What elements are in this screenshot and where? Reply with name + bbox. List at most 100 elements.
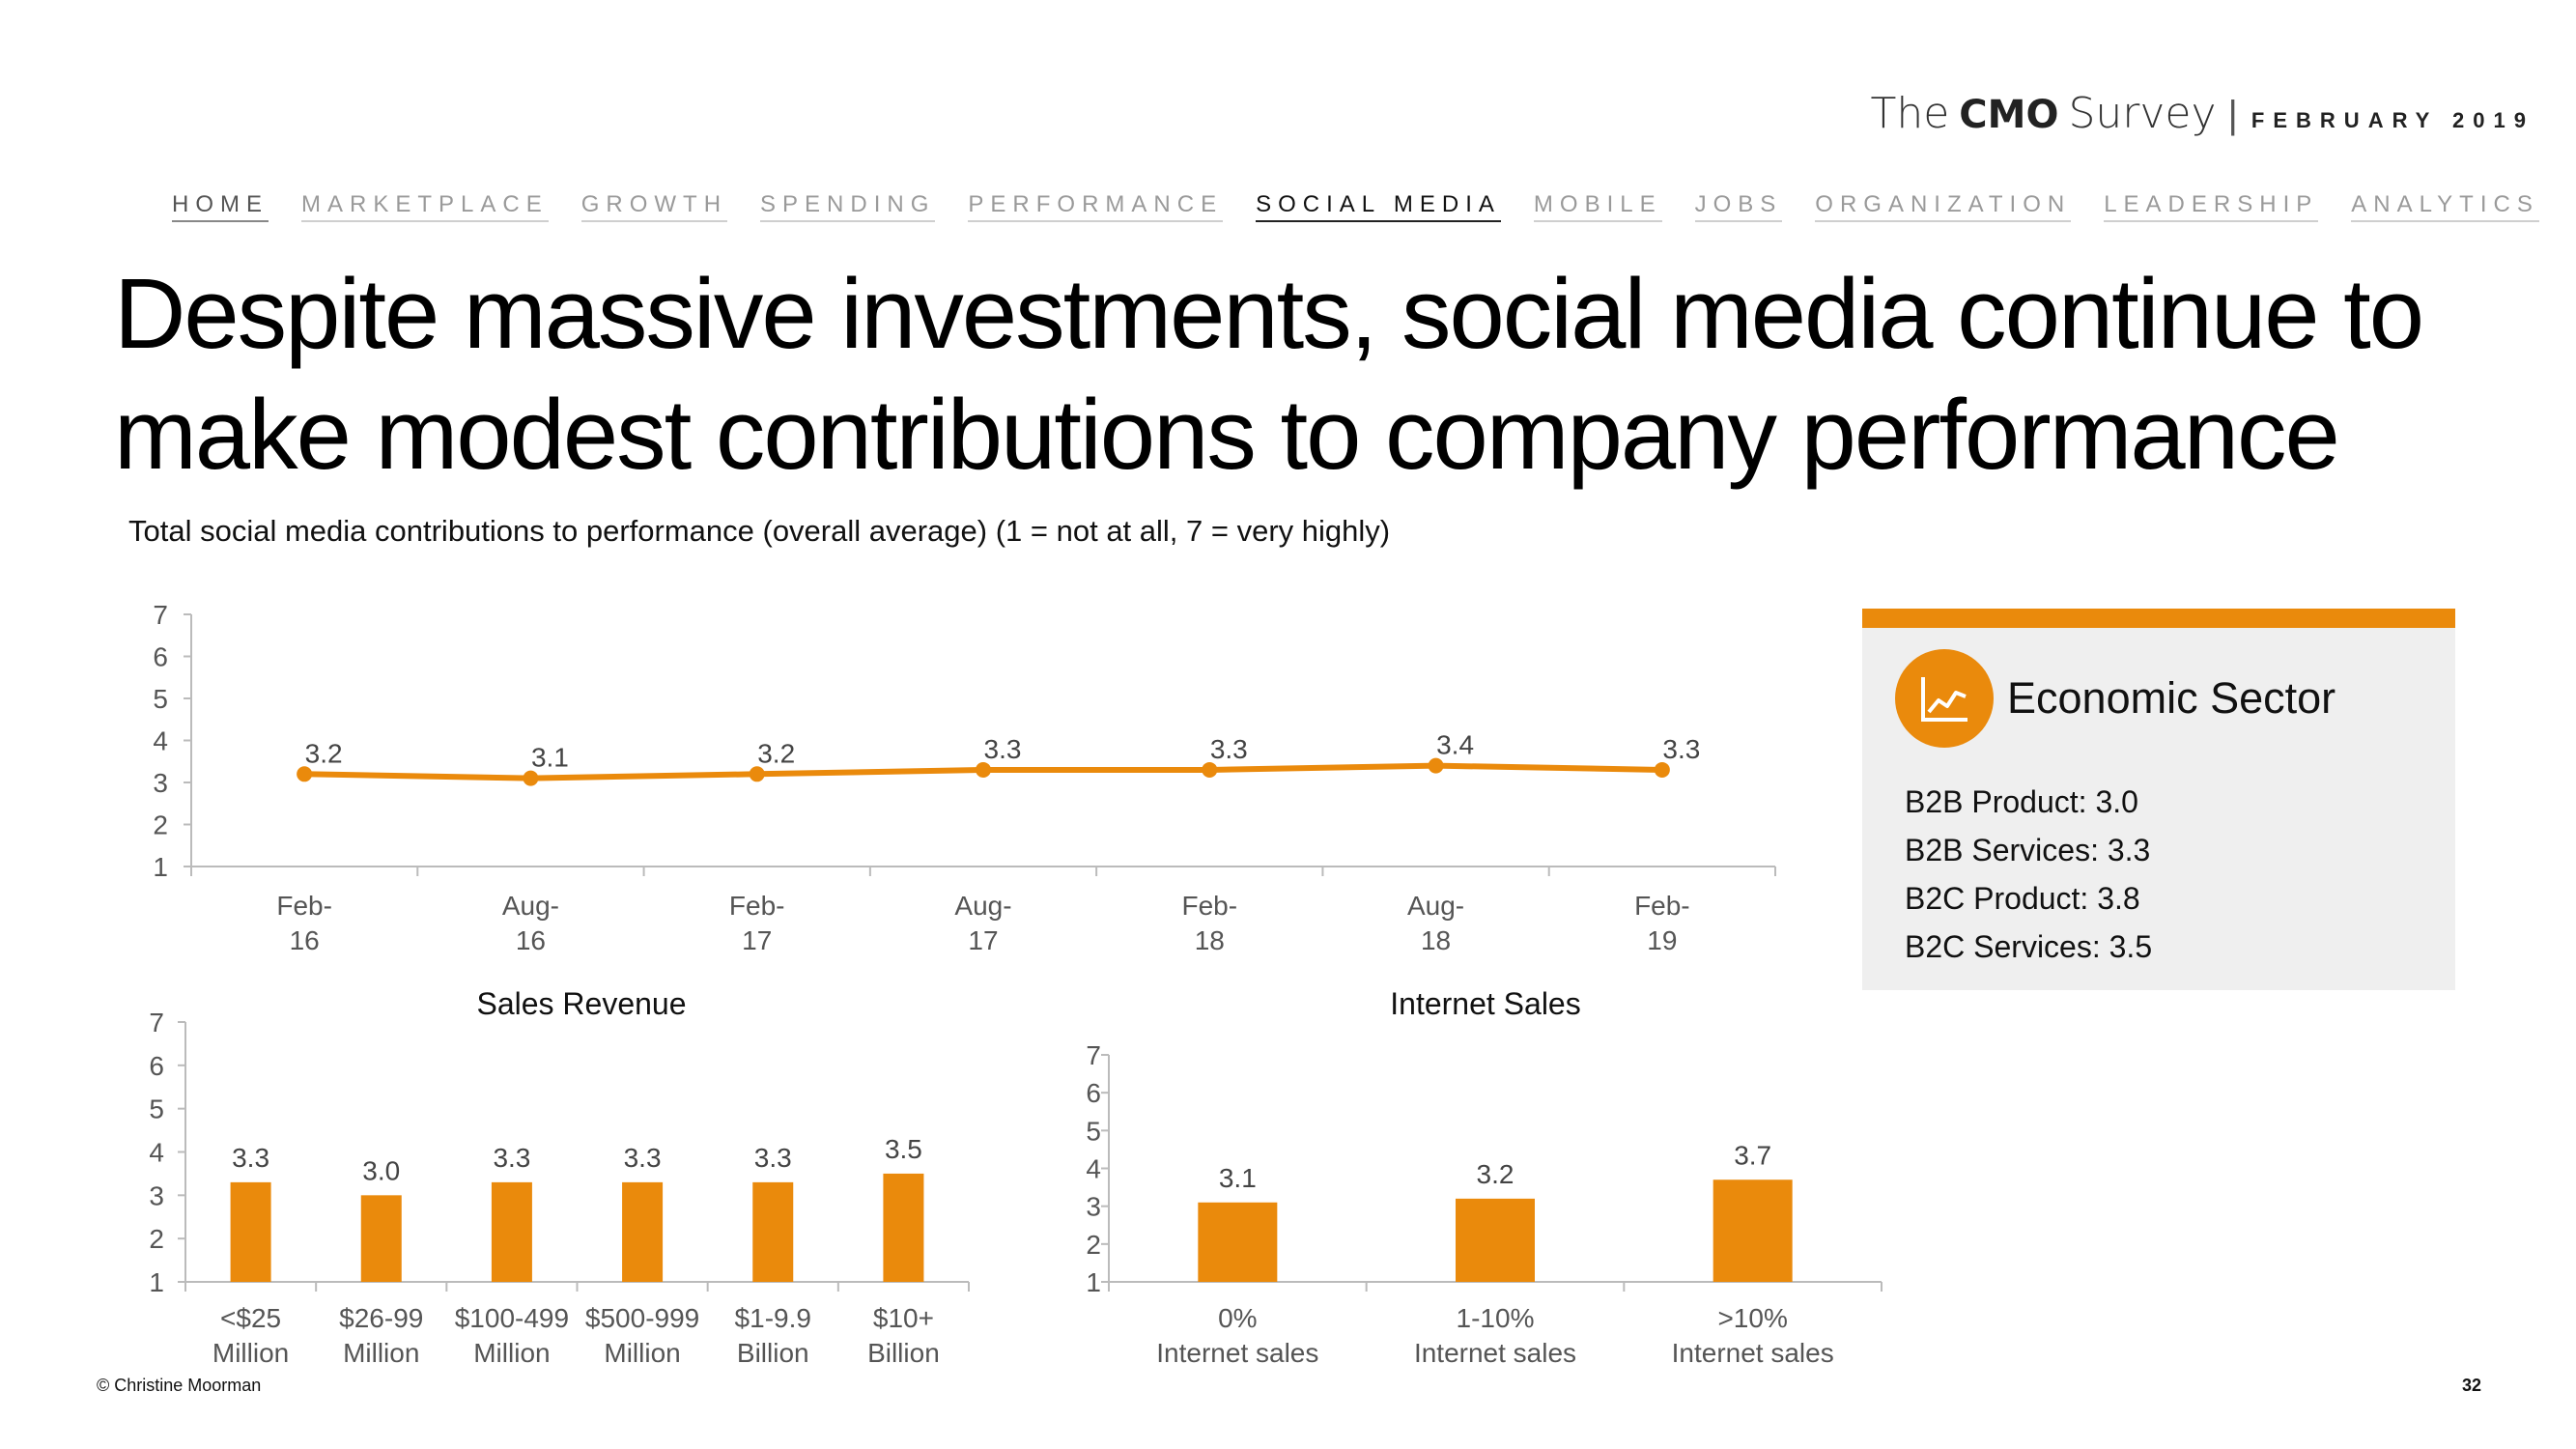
sector-header: Economic Sector xyxy=(1895,649,2335,748)
x-tick-label: Feb-16 xyxy=(276,891,332,955)
y-tick-label: 2 xyxy=(1086,1230,1101,1260)
bar-chart-sales-revenue: 1 2 3 4 5 6 7 <$25 Million $26-99 Million $100-499 M… xyxy=(149,986,970,1368)
y-tick-label: 4 xyxy=(149,1138,164,1168)
bar xyxy=(752,1181,794,1282)
y-tick-label: 3 xyxy=(153,768,168,798)
copyright: © Christine Moorman xyxy=(97,1376,262,1395)
y-tick-label: 5 xyxy=(1086,1116,1101,1146)
y-tick-label: 4 xyxy=(153,726,168,756)
sector-item: B2C Services: 3.5 xyxy=(1905,929,2153,964)
data-label: 3.2 xyxy=(1477,1159,1514,1189)
data-point xyxy=(297,766,313,782)
data-point xyxy=(1428,757,1444,774)
nav-spending[interactable]: SPENDING xyxy=(760,191,936,222)
brand-separator: | xyxy=(2227,94,2238,136)
brand-header: The CMO Survey | FEBRUARY 2019 xyxy=(1870,89,2534,138)
chart-title: Internet Sales xyxy=(1390,986,1580,1021)
x-tick-label: Feb-18 xyxy=(1181,891,1237,955)
data-label: 3.4 xyxy=(1436,730,1474,760)
data-label: 3.3 xyxy=(754,1143,792,1173)
data-point xyxy=(523,770,539,786)
nav-home[interactable]: HOME xyxy=(172,191,269,222)
line-chart-icon xyxy=(1895,649,1994,748)
nav-mobile[interactable]: MOBILE xyxy=(1533,191,1662,222)
data-label: 3.2 xyxy=(305,738,343,768)
nav-leadership[interactable]: LEADERSHIP xyxy=(2104,191,2319,222)
y-tick-label: 7 xyxy=(149,1008,164,1037)
page-number: 32 xyxy=(2461,1376,2481,1395)
x-tick-label: Feb-19 xyxy=(1634,891,1690,955)
y-tick-label: 6 xyxy=(153,642,168,672)
bar xyxy=(1713,1179,1793,1282)
bar xyxy=(360,1195,402,1282)
nav-growth[interactable]: GROWTH xyxy=(580,191,728,222)
page-title: Despite massive investments, social medi… xyxy=(114,258,2424,490)
data-label: 3.3 xyxy=(984,734,1022,764)
x-tick-label: $26-99 Million xyxy=(339,1303,423,1368)
nav-performance[interactable]: PERFORMANCE xyxy=(968,191,1224,222)
data-label: 3.0 xyxy=(362,1155,400,1185)
data-label: 3.3 xyxy=(493,1143,530,1173)
y-tick-label: 4 xyxy=(1086,1154,1101,1184)
x-tick-label: <$25 Million xyxy=(212,1303,289,1368)
y-tick-label: 7 xyxy=(153,600,168,630)
nav-marketplace[interactable]: MARKETPLACE xyxy=(301,191,549,222)
x-tick-label: 0% Internet sales xyxy=(1156,1303,1318,1368)
x-tick-label: $500-999 Million xyxy=(585,1303,699,1368)
nav-analytics[interactable]: ANALYTICS xyxy=(2351,191,2539,222)
sector-accent-bar xyxy=(1862,609,2455,628)
y-tick-label: 1 xyxy=(1086,1267,1101,1297)
sector-item: B2B Product: 3.0 xyxy=(1905,784,2138,819)
data-label: 3.3 xyxy=(1210,734,1248,764)
brand-survey: Survey xyxy=(2068,89,2217,138)
brand-cmo: CMO xyxy=(1959,93,2059,137)
bar-chart-internet-sales: 1 2 3 4 5 6 7 0% Internet sales 1-10% Internet sal… xyxy=(1086,986,1882,1368)
brand-date: FEBRUARY 2019 xyxy=(2250,108,2534,132)
y-tick-label: 6 xyxy=(149,1051,164,1081)
y-tick-label: 2 xyxy=(153,810,168,840)
nav-jobs[interactable]: JOBS xyxy=(1694,191,1783,222)
bar xyxy=(1456,1198,1535,1282)
y-tick-label: 7 xyxy=(1086,1040,1101,1070)
data-label: 3.1 xyxy=(531,743,569,773)
top-nav: HOME MARKETPLACE GROWTH SPENDING PERFORM… xyxy=(172,191,2572,222)
sector-item: B2B Services: 3.3 xyxy=(1905,833,2151,867)
x-tick-label: $100-499 Million xyxy=(455,1303,569,1368)
data-point xyxy=(1202,761,1218,778)
x-tick-label: Aug-18 xyxy=(1407,891,1464,955)
nav-organization[interactable]: ORGANIZATION xyxy=(1815,191,2072,222)
data-point xyxy=(976,761,991,778)
y-tick-label: 5 xyxy=(149,1094,164,1124)
x-tick-label: $10+ Billion xyxy=(867,1303,940,1368)
economic-sector-panel: Economic Sector B2B Product: 3.0 B2B Ser… xyxy=(1862,609,2455,990)
data-label: 3.7 xyxy=(1734,1140,1771,1170)
x-tick-label: Aug-16 xyxy=(502,891,559,955)
sector-title: Economic Sector xyxy=(2007,673,2336,723)
chart-subtitle: Total social media contributions to perf… xyxy=(128,514,1391,548)
y-tick-label: 6 xyxy=(1086,1078,1101,1108)
brand-the: The xyxy=(1870,89,1950,138)
bar xyxy=(622,1181,664,1282)
bar xyxy=(883,1173,924,1282)
x-tick-label: $1-9.9 Billion xyxy=(735,1303,811,1368)
chart-title: Sales Revenue xyxy=(476,986,686,1021)
data-label: 3.3 xyxy=(624,1143,662,1173)
data-label: 3.3 xyxy=(232,1143,269,1173)
nav-social-media[interactable]: SOCIAL MEDIA xyxy=(1256,191,1501,222)
data-point xyxy=(749,766,765,782)
data-label: 3.5 xyxy=(885,1134,922,1164)
x-tick-label: Feb-17 xyxy=(729,891,785,955)
y-tick-label: 3 xyxy=(1086,1192,1101,1222)
data-label: 3.2 xyxy=(757,738,795,768)
y-tick-label: 1 xyxy=(153,852,168,882)
y-tick-label: 2 xyxy=(149,1224,164,1254)
data-point xyxy=(1654,761,1670,778)
y-tick-label: 3 xyxy=(149,1180,164,1210)
bar xyxy=(1198,1202,1278,1282)
x-tick-label: Aug-17 xyxy=(954,891,1011,955)
data-label: 3.1 xyxy=(1219,1163,1257,1193)
bar xyxy=(491,1181,532,1282)
x-tick-label: 1-10% Internet sales xyxy=(1414,1303,1576,1368)
x-tick-label: >10% Internet sales xyxy=(1672,1303,1834,1368)
